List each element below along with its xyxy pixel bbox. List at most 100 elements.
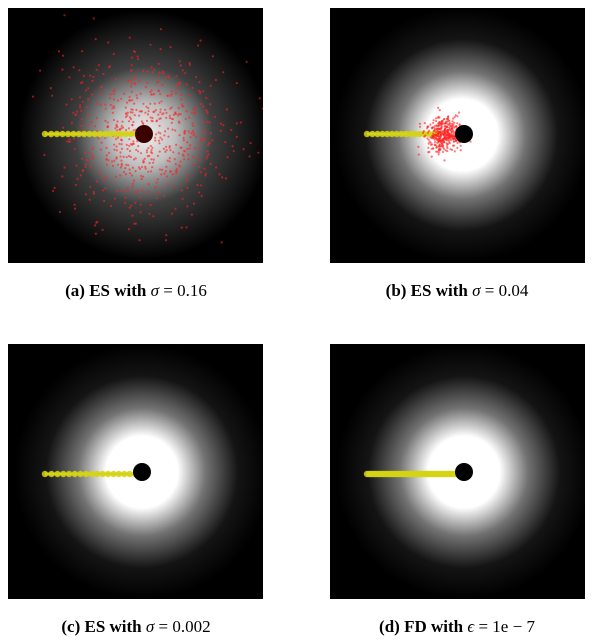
- sample-point: [112, 53, 115, 56]
- sample-point: [224, 141, 227, 144]
- sample-point: [99, 172, 102, 175]
- panel-d-caption-symbol: ϵ: [467, 617, 475, 636]
- sample-point: [81, 169, 85, 172]
- sample-point: [109, 103, 112, 107]
- sample-point: [79, 104, 82, 107]
- sample-point: [130, 69, 133, 72]
- sample-point: [170, 106, 173, 109]
- sample-point: [459, 144, 462, 147]
- sample-point: [165, 234, 168, 237]
- sample-point: [191, 155, 194, 158]
- trajectory-point: [388, 130, 396, 138]
- sample-point: [197, 44, 200, 47]
- sample-point: [179, 160, 182, 163]
- sample-point: [138, 110, 141, 113]
- sample-point: [159, 108, 162, 111]
- sample-point: [448, 139, 451, 142]
- sample-point: [169, 107, 172, 110]
- sample-point: [102, 178, 105, 181]
- sample-point: [185, 83, 188, 86]
- sample-point: [62, 126, 65, 129]
- sample-point: [165, 165, 168, 168]
- sample-point: [132, 120, 135, 124]
- sample-point: [159, 111, 162, 114]
- sample-point: [113, 197, 117, 200]
- sample-point: [116, 125, 119, 129]
- sample-point: [97, 137, 100, 140]
- sample-point: [211, 55, 214, 58]
- sample-point: [440, 142, 444, 145]
- sample-point: [118, 142, 121, 145]
- sample-point: [63, 14, 66, 17]
- sample-point: [202, 138, 205, 141]
- sample-point: [206, 112, 209, 115]
- sample-point: [230, 128, 233, 132]
- trajectory-point: [96, 130, 104, 138]
- sample-point: [232, 150, 235, 153]
- sample-point: [132, 140, 135, 143]
- sample-point: [435, 134, 439, 137]
- sample-point: [447, 136, 450, 140]
- sample-point: [128, 95, 131, 99]
- sample-point: [219, 122, 223, 125]
- sample-point: [188, 147, 191, 150]
- sample-point: [84, 89, 88, 92]
- sample-point: [120, 124, 123, 128]
- sample-point: [111, 111, 114, 114]
- trajectory-point: [41, 130, 49, 138]
- sample-point: [165, 239, 168, 242]
- sample-point: [181, 105, 184, 108]
- panel-b-caption-symbol: σ: [472, 281, 481, 300]
- sample-point: [458, 123, 461, 126]
- panel-a: [8, 8, 263, 263]
- trajectory-point: [402, 130, 410, 138]
- sample-point: [199, 92, 202, 95]
- sample-point: [125, 128, 128, 132]
- sample-point: [427, 142, 430, 145]
- sample-point: [150, 93, 153, 96]
- sample-point: [151, 166, 154, 169]
- sample-point: [103, 199, 106, 203]
- sample-point: [94, 38, 97, 41]
- sample-point: [155, 120, 158, 123]
- sample-point: [155, 133, 158, 136]
- sample-point: [242, 148, 245, 151]
- sample-point: [186, 179, 189, 182]
- sample-point: [142, 102, 145, 105]
- sample-point: [192, 134, 195, 137]
- sample-point: [157, 89, 160, 92]
- sample-point: [453, 140, 456, 143]
- sample-point: [231, 145, 234, 148]
- sample-point: [189, 144, 192, 147]
- sample-point: [74, 207, 77, 210]
- sample-point: [153, 102, 156, 105]
- sample-point: [142, 69, 145, 72]
- sample-point: [439, 134, 442, 137]
- sample-point: [131, 82, 134, 85]
- sample-point: [72, 137, 76, 140]
- sample-point: [206, 155, 209, 158]
- sample-point: [445, 133, 448, 136]
- sample-point: [222, 71, 225, 74]
- sample-point: [84, 165, 87, 168]
- sample-point: [417, 153, 420, 156]
- sample-point: [190, 213, 193, 216]
- sample-point: [182, 136, 185, 140]
- sample-point: [132, 179, 136, 182]
- sample-point: [204, 172, 208, 175]
- sample-point: [205, 109, 208, 112]
- sample-point: [91, 93, 94, 96]
- sample-point: [73, 147, 76, 151]
- sample-point: [132, 129, 135, 132]
- sample-point: [172, 151, 175, 154]
- sample-point: [171, 118, 174, 121]
- sample-point: [200, 194, 203, 198]
- sample-point: [173, 185, 176, 188]
- sample-point: [198, 80, 201, 84]
- sample-point: [102, 72, 105, 76]
- sample-point: [148, 161, 151, 165]
- sample-point: [205, 157, 208, 160]
- sample-point: [433, 129, 436, 132]
- sample-point: [448, 123, 451, 126]
- sample-point: [133, 114, 136, 117]
